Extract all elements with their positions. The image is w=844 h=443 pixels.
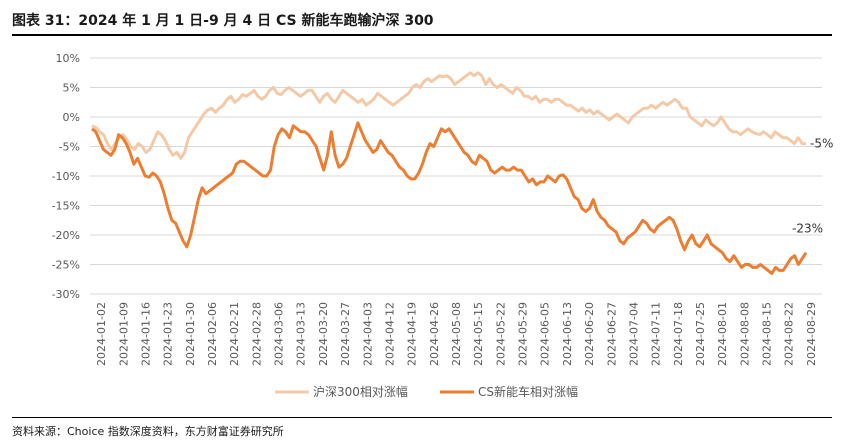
end-label: -23% <box>792 222 823 236</box>
y-tick-label: -25% <box>52 259 80 272</box>
x-tick-label: 2024-05-22 <box>494 302 507 366</box>
source-divider <box>12 417 832 418</box>
series-line-2 <box>91 121 808 275</box>
x-tick-label: 2024-01-23 <box>162 302 175 366</box>
title-divider <box>12 34 832 36</box>
x-tick-label: 2024-07-04 <box>627 302 640 366</box>
y-tick-label: 5% <box>63 82 80 95</box>
x-tick-label: 2024-01-09 <box>117 302 130 366</box>
x-tick-label: 2024-01-16 <box>139 302 152 366</box>
legend: 沪深300相对涨幅 CS新能车相对涨幅 <box>275 384 578 399</box>
x-tick-label: 2024-06-27 <box>605 302 618 366</box>
x-tick-label: 2024-01-02 <box>95 302 108 366</box>
x-tick-label: 2024-05-15 <box>472 302 485 366</box>
y-tick-label: 10% <box>56 52 80 65</box>
x-tick-label: 2024-07-25 <box>694 302 707 366</box>
x-tick-label: 2024-04-19 <box>406 302 419 366</box>
source-note: 资料来源：Choice 指数深度资料，东方财富证券研究所 <box>12 425 284 438</box>
end-labels: -5% -23% <box>792 137 833 236</box>
x-tick-label: 2024-05-29 <box>517 302 530 366</box>
x-tick-label: 2024-07-11 <box>650 302 663 366</box>
x-tick-label: 2024-04-03 <box>361 302 374 366</box>
y-tick-label: -5% <box>59 141 80 154</box>
x-tick-label: 2024-04-12 <box>383 302 396 366</box>
x-tick-label: 2024-02-21 <box>228 302 241 366</box>
series-lines <box>91 71 808 275</box>
x-tick-label: 2024-06-20 <box>583 302 596 366</box>
x-tick-label: 2024-08-29 <box>805 302 818 366</box>
y-tick-label: -15% <box>52 200 80 213</box>
x-tick-label: 2024-06-13 <box>561 302 574 366</box>
x-tick-label: 2024-08-22 <box>783 302 796 366</box>
legend-label: CS新能车相对涨幅 <box>478 384 578 399</box>
x-axis: 2024-01-02 2024-01-09 2024-01-16 2024-01-23… <box>95 302 818 366</box>
x-tick-label: 2024-02-28 <box>250 302 263 366</box>
line-chart: 10% 5% 0% -5% -10% -15% -20% -25% -30% 2024-01-0… <box>52 52 834 399</box>
x-tick-label: 2024-08-08 <box>738 302 751 366</box>
y-tick-label: -10% <box>52 170 80 183</box>
x-tick-label: 2024-03-06 <box>273 302 286 366</box>
x-tick-label: 2024-02-06 <box>206 302 219 366</box>
x-tick-label: 2024-05-08 <box>450 302 463 366</box>
x-tick-label: 2024-06-05 <box>539 302 552 366</box>
x-tick-label: 2024-07-18 <box>672 302 685 366</box>
end-label: -5% <box>810 137 833 151</box>
series-line-1 <box>91 71 806 160</box>
y-axis: 10% 5% 0% -5% -10% -15% -20% -25% -30% <box>52 52 80 301</box>
x-tick-label: 2024-01-30 <box>184 302 197 366</box>
y-tick-label: 0% <box>63 111 80 124</box>
x-tick-label: 2024-04-26 <box>428 302 441 366</box>
chart-title: 图表 31：2024 年 1 月 1 日-9 月 4 日 CS 新能车跑输沪深 … <box>12 13 434 29</box>
y-tick-label: -30% <box>52 288 80 301</box>
x-tick-label: 2024-03-27 <box>339 302 352 366</box>
x-tick-label: 2024-08-15 <box>761 302 774 366</box>
x-tick-label: 2024-03-20 <box>317 302 330 366</box>
x-tick-label: 2024-03-13 <box>295 302 308 366</box>
y-gridlines <box>90 57 822 295</box>
legend-label: 沪深300相对涨幅 <box>313 384 408 399</box>
y-tick-label: -20% <box>52 229 80 242</box>
x-tick-label: 2024-08-01 <box>716 302 729 366</box>
